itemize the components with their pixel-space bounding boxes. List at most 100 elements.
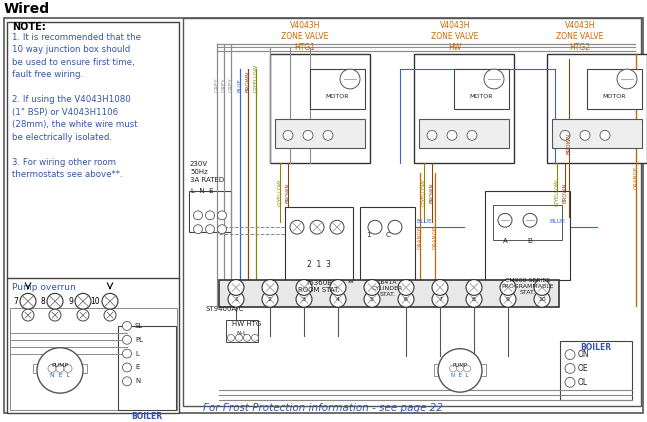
Circle shape xyxy=(457,365,463,372)
Circle shape xyxy=(49,309,61,321)
Text: For Frost Protection information - see page 22: For Frost Protection information - see p… xyxy=(203,403,443,413)
Bar xyxy=(360,208,415,281)
Text: G/YELLOW: G/YELLOW xyxy=(421,179,426,206)
Circle shape xyxy=(290,220,304,234)
Bar xyxy=(219,279,559,307)
Circle shape xyxy=(438,349,482,392)
Bar xyxy=(183,18,641,406)
Circle shape xyxy=(330,220,344,234)
Circle shape xyxy=(228,334,234,341)
Circle shape xyxy=(303,130,313,140)
Circle shape xyxy=(122,322,131,330)
Circle shape xyxy=(206,225,215,234)
Text: ORANGE: ORANGE xyxy=(417,225,422,249)
Circle shape xyxy=(22,309,34,321)
Circle shape xyxy=(368,220,382,234)
Text: BLUE: BLUE xyxy=(416,219,432,224)
Text: CM900 SERIES
PROGRAMMABLE
STAT.: CM900 SERIES PROGRAMMABLE STAT. xyxy=(501,278,554,295)
Circle shape xyxy=(122,363,131,372)
Circle shape xyxy=(193,225,203,234)
Circle shape xyxy=(206,211,215,220)
Text: PUMP: PUMP xyxy=(452,363,468,368)
Text: SL: SL xyxy=(135,323,143,329)
Circle shape xyxy=(102,293,118,309)
Text: L: L xyxy=(135,351,139,357)
Circle shape xyxy=(228,292,244,307)
Text: V4043H
ZONE VALVE
HTG1: V4043H ZONE VALVE HTG1 xyxy=(281,21,329,52)
Circle shape xyxy=(500,292,516,307)
Circle shape xyxy=(48,365,56,372)
Text: BROWN: BROWN xyxy=(562,182,567,203)
Circle shape xyxy=(37,348,83,393)
Circle shape xyxy=(75,293,91,309)
Circle shape xyxy=(498,214,512,227)
Circle shape xyxy=(447,130,457,140)
Text: BROWN: BROWN xyxy=(245,70,250,92)
Bar xyxy=(552,119,642,148)
Text: 8: 8 xyxy=(472,297,476,302)
Circle shape xyxy=(500,279,516,295)
Circle shape xyxy=(47,293,63,309)
Circle shape xyxy=(432,292,448,307)
Circle shape xyxy=(310,220,324,234)
Text: N-L: N-L xyxy=(237,331,247,336)
Text: G/YELLOW: G/YELLOW xyxy=(554,179,560,206)
Text: MOTOR: MOTOR xyxy=(469,94,493,99)
Bar xyxy=(7,22,179,279)
Text: BLUE: BLUE xyxy=(237,78,243,92)
Circle shape xyxy=(466,279,482,295)
Circle shape xyxy=(534,292,550,307)
Text: 9: 9 xyxy=(68,297,73,306)
Text: N  E  L: N E L xyxy=(451,373,468,378)
Circle shape xyxy=(262,292,278,307)
Text: B: B xyxy=(527,238,532,244)
Text: GREY: GREY xyxy=(215,77,219,92)
Circle shape xyxy=(56,365,64,372)
Circle shape xyxy=(296,279,312,295)
Circle shape xyxy=(330,279,346,295)
Circle shape xyxy=(523,214,537,227)
Circle shape xyxy=(432,279,448,295)
Circle shape xyxy=(217,225,226,234)
Circle shape xyxy=(122,349,131,358)
Bar xyxy=(434,365,442,376)
Circle shape xyxy=(484,69,504,89)
Text: GREY: GREY xyxy=(221,77,226,92)
Bar xyxy=(419,119,509,148)
Text: BLUE: BLUE xyxy=(549,219,565,224)
Text: G/YELLOW: G/YELLOW xyxy=(278,179,283,206)
Bar xyxy=(547,54,647,163)
Text: E: E xyxy=(135,365,139,371)
Circle shape xyxy=(330,292,346,307)
Bar xyxy=(310,69,365,108)
Text: 2  1  3: 2 1 3 xyxy=(307,260,331,269)
Text: PL: PL xyxy=(135,337,143,343)
Circle shape xyxy=(236,334,243,341)
Text: 2: 2 xyxy=(268,297,272,302)
Text: 1: 1 xyxy=(234,297,238,302)
Bar xyxy=(270,54,370,163)
Text: 10: 10 xyxy=(91,297,100,306)
Bar xyxy=(414,54,514,163)
Bar xyxy=(493,206,562,240)
Text: BROWN: BROWN xyxy=(430,182,435,203)
Text: OE: OE xyxy=(578,364,589,373)
Text: 3: 3 xyxy=(302,297,306,302)
Text: MOTOR: MOTOR xyxy=(325,94,349,99)
Text: N  E  L: N E L xyxy=(50,373,70,378)
Text: 10: 10 xyxy=(538,297,546,302)
Circle shape xyxy=(580,130,590,140)
Text: ST9400A/C: ST9400A/C xyxy=(206,306,245,312)
Text: T6360B
ROOM STAT.: T6360B ROOM STAT. xyxy=(298,279,340,293)
Text: 8: 8 xyxy=(40,297,45,306)
Circle shape xyxy=(340,69,360,89)
Text: PUMP: PUMP xyxy=(52,363,69,368)
Circle shape xyxy=(534,279,550,295)
Text: 6: 6 xyxy=(404,297,408,302)
Text: L641A
CYLINDER
STAT.: L641A CYLINDER STAT. xyxy=(372,279,403,297)
Text: NOTE:: NOTE: xyxy=(12,22,46,32)
Text: 9: 9 xyxy=(506,297,510,302)
Text: C: C xyxy=(386,232,390,238)
Circle shape xyxy=(364,279,380,295)
Circle shape xyxy=(450,365,457,372)
